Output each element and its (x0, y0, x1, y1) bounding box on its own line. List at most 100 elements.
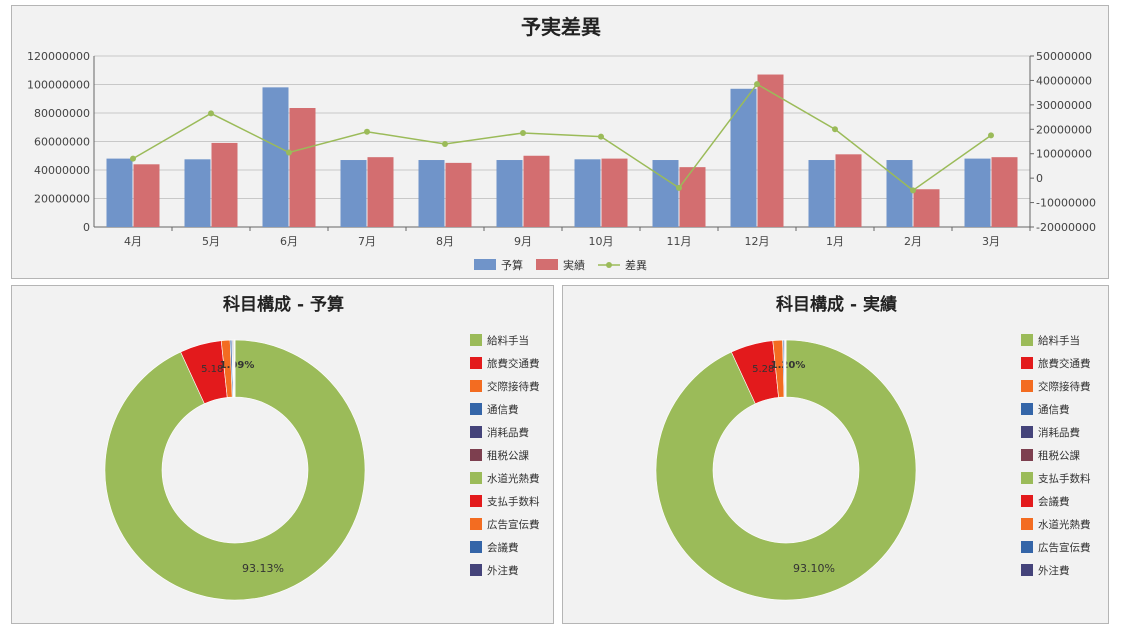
legend-label: 広告宣伝費 (487, 518, 540, 531)
legend-swatch (470, 426, 482, 438)
legend-swatch (470, 564, 482, 576)
line-point (988, 132, 994, 139)
y-tick-label: 80000000 (34, 107, 90, 120)
budget-variance-chart-panel: 予実差異 0 20000000 40000000 60000000 80000000 100… (11, 5, 1109, 279)
actual-composition-panel: 科目構成 - 実績 93.10% 5.28% 1.20% 給料手当 旅費交通費 交際接待費通… (562, 285, 1109, 624)
legend-swatch (1021, 403, 1033, 415)
y-tick-label: 40000000 (34, 164, 90, 177)
donut-slice (655, 339, 917, 601)
y-tick-label: 60000000 (34, 136, 90, 149)
budget-composition-panel: 科目構成 - 予算 93.13% 5.18% 1.09% 給料手当 旅費交通費 交際接待費通… (11, 285, 554, 624)
bar (523, 155, 550, 227)
legend-swatch (474, 259, 496, 270)
x-tick-label: 9月 (514, 235, 532, 248)
bar (211, 142, 238, 227)
bar (964, 158, 991, 227)
data-label: 5.28% (752, 364, 784, 375)
legend-swatch (1021, 541, 1033, 553)
y2-tick-label: -20000000 (1036, 221, 1096, 234)
line-point (598, 133, 604, 140)
legend-label: 消耗品費 (487, 426, 529, 439)
legend-swatch (470, 357, 482, 369)
data-label: 5.18% (201, 364, 233, 375)
legend-swatch (470, 380, 482, 392)
bar (913, 189, 940, 227)
bar (262, 87, 289, 227)
x-tick-label: 1月 (826, 235, 844, 248)
legend-swatch (1021, 449, 1033, 461)
bar (418, 160, 445, 227)
y-tick-label: 20000000 (34, 193, 90, 206)
budget-variance-chart: 予実差異 0 20000000 40000000 60000000 80000000 100… (27, 15, 1096, 272)
data-label: 1.09% (220, 360, 255, 371)
legend-label: 租税公課 (1038, 449, 1080, 462)
series-line (132, 83, 992, 192)
legend-label: 水道光熱費 (1038, 518, 1091, 531)
legend-label: 旅費交通費 (487, 357, 540, 370)
bar (730, 88, 757, 228)
legend-swatch (1021, 380, 1033, 392)
legend-swatch (1021, 472, 1033, 484)
y2-tick-label: 50000000 (1036, 50, 1092, 63)
legend-label: 水道光熱費 (487, 472, 540, 485)
y2-tick-label: 30000000 (1036, 99, 1092, 112)
legend-label: 実績 (563, 258, 585, 272)
legend-swatch (1021, 564, 1033, 576)
legend-swatch (1021, 495, 1033, 507)
line-point (286, 149, 292, 156)
legend-label: 会議費 (487, 541, 519, 554)
bar (184, 159, 211, 227)
legend-label: 予算 (501, 258, 523, 272)
legend-swatch (536, 259, 558, 270)
legend-swatch (470, 495, 482, 507)
line-point (832, 126, 838, 133)
line-point (910, 187, 916, 194)
x-tick-label: 5月 (202, 235, 220, 248)
legend-label: 旅費交通費 (1038, 357, 1091, 370)
y-tick-label: 120000000 (27, 50, 90, 63)
y2-tick-label: 40000000 (1036, 74, 1092, 87)
chart-title: 科目構成 - 実績 (776, 294, 897, 315)
legend-swatch (1021, 357, 1033, 369)
y-tick-label: 100000000 (27, 79, 90, 92)
y2-tick-label: 20000000 (1036, 123, 1092, 136)
legend-swatch (470, 403, 482, 415)
line-point (130, 155, 136, 162)
legend-swatch (470, 518, 482, 530)
x-tick-label: 11月 (667, 235, 692, 248)
bar (601, 158, 628, 227)
x-tick-label: 10月 (589, 235, 614, 248)
y-tick-label: 0 (83, 221, 90, 234)
bar (679, 167, 706, 227)
legend-label: 交際接待費 (1038, 380, 1091, 393)
legend-marker (606, 262, 612, 268)
legend-label: 支払手数料 (1038, 472, 1091, 485)
legend-swatch (470, 541, 482, 553)
bar (340, 160, 367, 227)
bar (757, 74, 784, 228)
x-tick-label: 8月 (436, 235, 454, 248)
bar (652, 160, 679, 227)
bar (574, 159, 601, 227)
x-tick-label: 4月 (124, 235, 142, 248)
bar (289, 108, 316, 227)
legend-label: 外注費 (1038, 564, 1070, 577)
legend-swatch (1021, 334, 1033, 346)
bar (886, 160, 913, 227)
legend-swatch (470, 449, 482, 461)
line-point (442, 140, 448, 147)
legend-label: 通信費 (1038, 403, 1070, 416)
legend-swatch (470, 334, 482, 346)
y2-tick-label: 0 (1036, 172, 1043, 185)
data-label: 93.10% (793, 562, 835, 575)
bar (991, 157, 1018, 227)
bar (367, 157, 394, 227)
legend-label: 交際接待費 (487, 380, 540, 393)
legend-label: 租税公課 (487, 449, 529, 462)
donut-slice (104, 339, 366, 601)
x-tick-label: 6月 (280, 235, 298, 248)
legend-label: 給料手当 (1038, 334, 1080, 347)
bar (835, 154, 862, 227)
bar (496, 160, 523, 227)
y2-tick-label: -10000000 (1036, 197, 1096, 210)
